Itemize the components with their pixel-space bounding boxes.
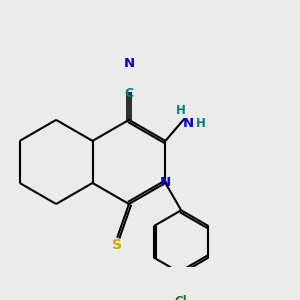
Text: N: N: [182, 117, 194, 130]
Text: C: C: [124, 87, 134, 100]
Text: N: N: [123, 57, 134, 70]
Text: S: S: [112, 238, 122, 252]
Text: H: H: [176, 104, 186, 118]
Text: N: N: [160, 176, 171, 190]
Text: H: H: [196, 117, 206, 130]
Text: Cl: Cl: [175, 296, 188, 300]
